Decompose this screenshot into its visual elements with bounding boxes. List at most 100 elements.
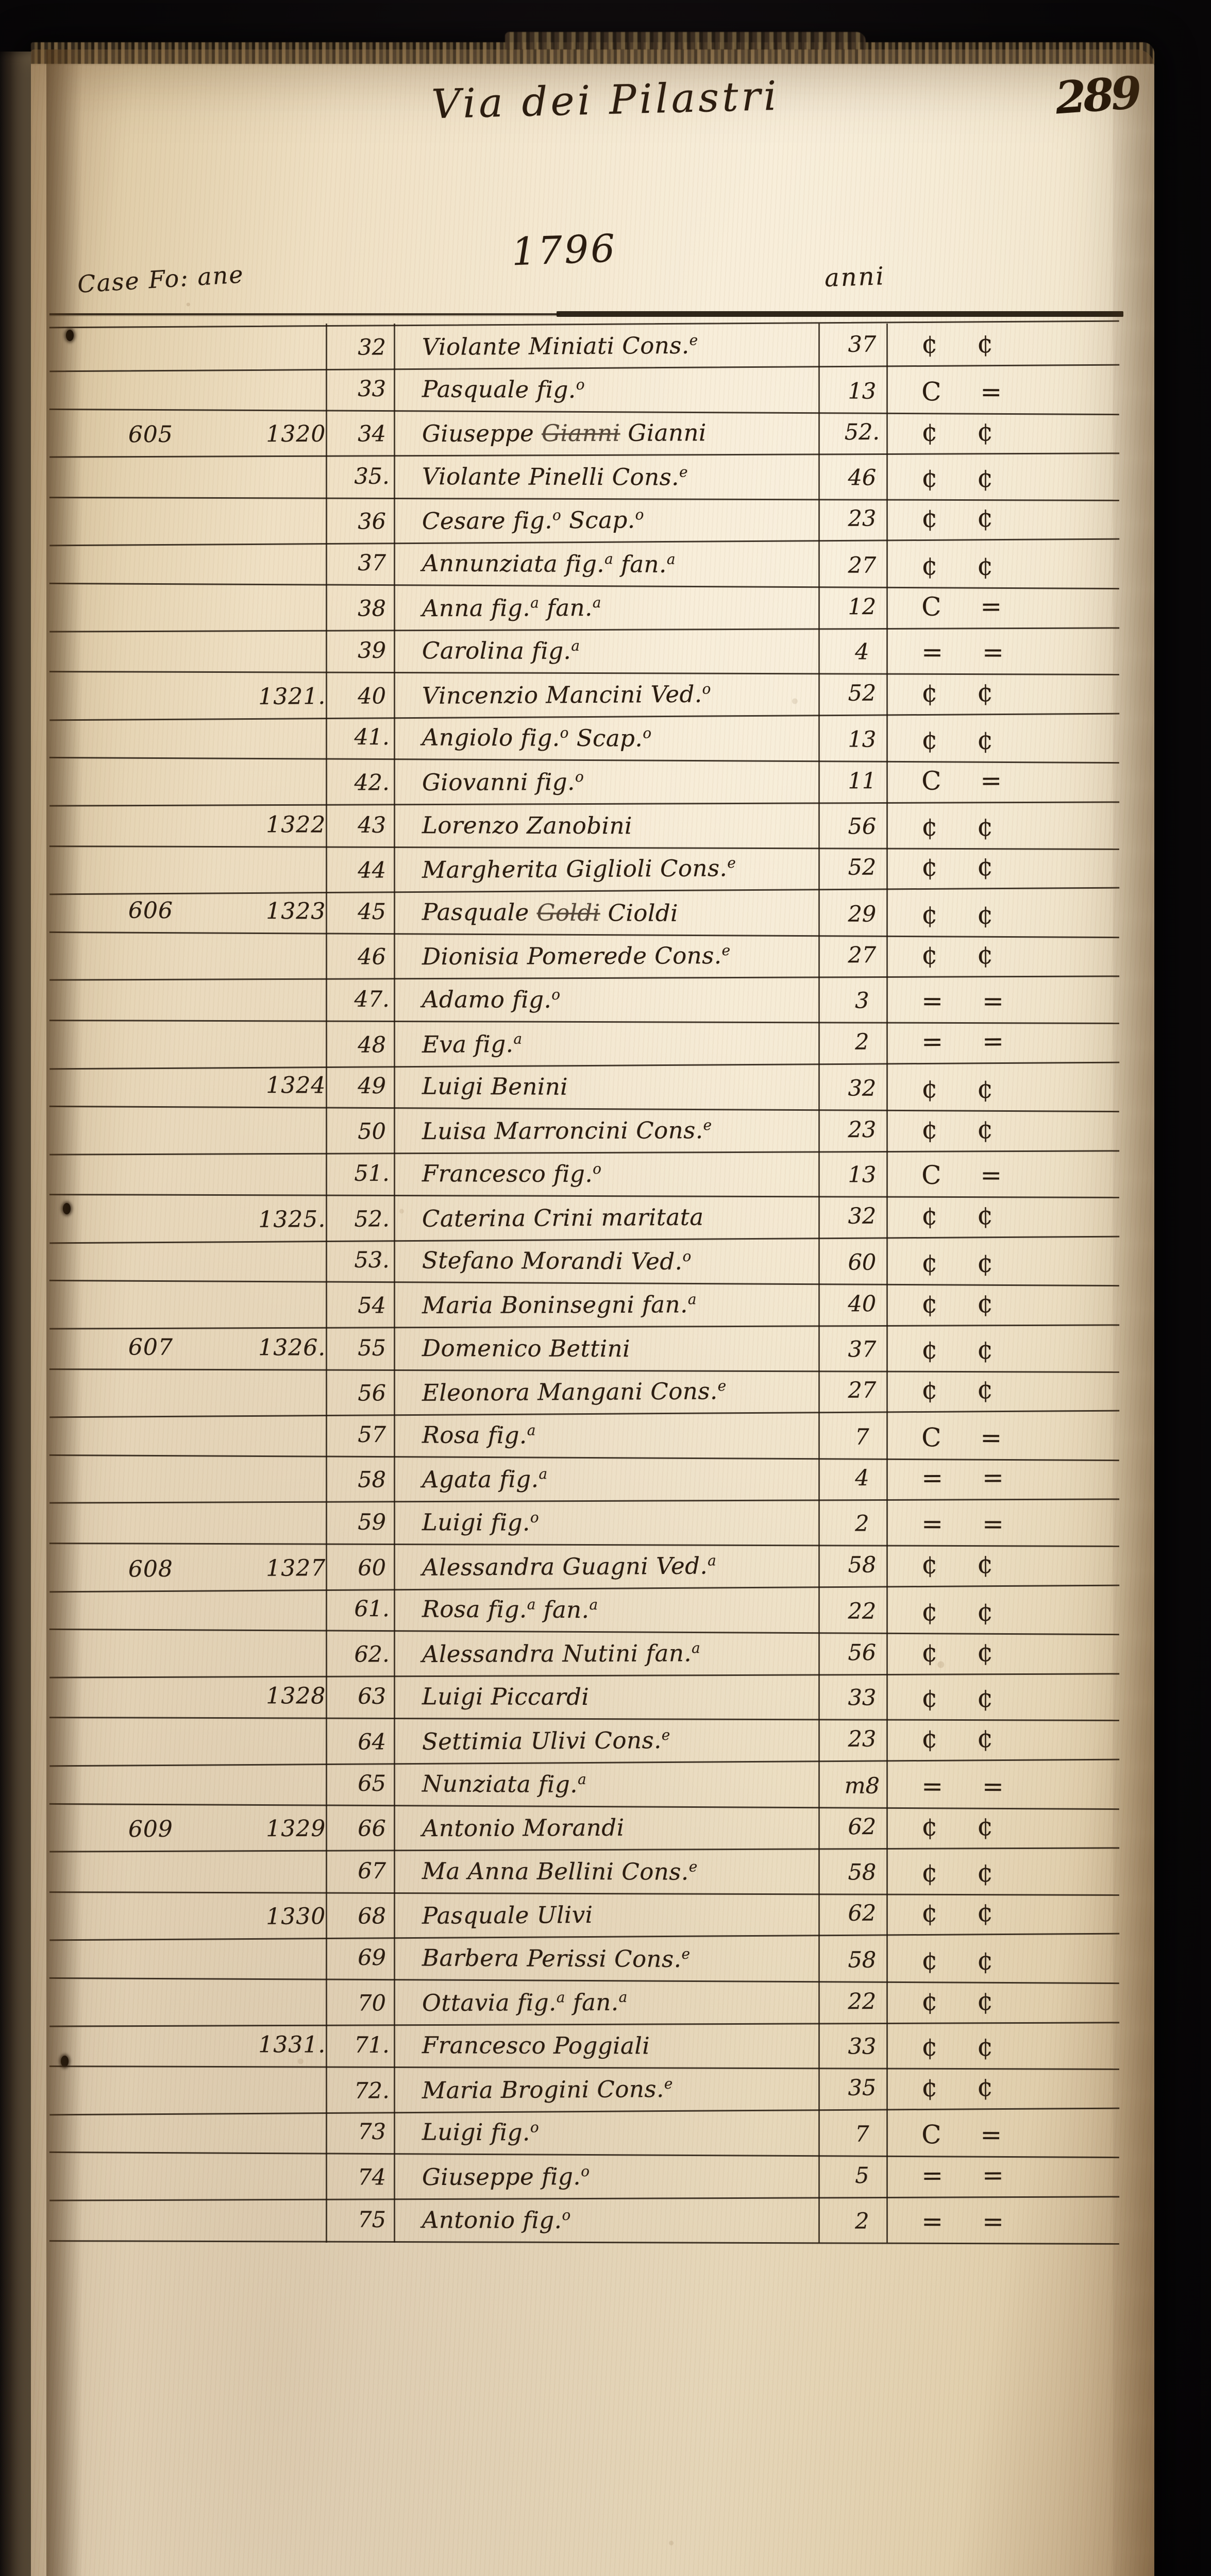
cell-sacrament-marks: C = [921, 376, 1018, 407]
cell-person-name: Giuseppe Gianni Gianni [422, 419, 707, 448]
table-row[interactable]: 35. Violante Pinelli Cons.e 46 ¢ ¢ [49, 454, 1120, 501]
table-row[interactable]: 75 Antonio fig.o 2 = = [49, 2197, 1120, 2245]
cell-case-number: 605 [128, 421, 173, 448]
cell-sacrament-marks: ¢ ¢ [921, 940, 1009, 970]
cell-age: m8 [844, 1772, 880, 1799]
table-row[interactable]: 1325. 52. Caterina Crini maritata 32 ¢ ¢ [49, 1193, 1120, 1244]
cell-sacrament-marks: C = [921, 765, 1018, 796]
table-row[interactable]: 46 Dionisia Pomerede Cons.e 27 ¢ ¢ [49, 933, 1120, 981]
cell-folio-number [184, 1742, 339, 1743]
table-row[interactable]: 74 Giuseppe fig.o 5 = = [49, 2154, 1120, 2201]
cell-case-number: 608 [128, 1555, 174, 1583]
cell-case-number [49, 998, 184, 999]
cell-entry-number: 32 [358, 334, 386, 361]
table-row[interactable]: 44 Margherita Giglioli Cons.e 52 ¢ ¢ [49, 844, 1120, 895]
table-row[interactable]: 67 Ma Anna Bellini Cons.e 58 ¢ ¢ [49, 1849, 1120, 1896]
cell-folio-number: 1327 [266, 1554, 326, 1582]
table-row[interactable]: 73 Luigi fig.o 7 C = [49, 2109, 1120, 2159]
cell-sacrament-marks: = = [921, 2160, 1019, 2191]
table-row[interactable]: 606 1323 45 Pasquale Goldi Cioldi 29 ¢ ¢ [49, 889, 1120, 938]
cell-age: 27 [848, 1377, 877, 1403]
table-row[interactable]: 38 Anna fig.a fan.a 12 C = [49, 584, 1120, 632]
cell-sacrament-marks: ¢ ¢ [921, 1945, 1009, 1976]
cell-age: 29 [848, 901, 877, 927]
table-row[interactable]: 33 Pasquale fig.o 13 C = [49, 366, 1120, 415]
table-row[interactable]: 50 Luisa Marroncini Cons.e 23 ¢ ¢ [49, 1108, 1120, 1155]
cell-sacrament-marks: ¢ ¢ [921, 1375, 1009, 1405]
table-row[interactable]: 607 1326. 55 Domenico Bettini 37 ¢ ¢ [49, 1326, 1120, 1373]
cell-age: 5 [855, 2162, 869, 2189]
cell-entry-number: 66 [358, 1816, 386, 1842]
cell-entry-number: 43 [358, 812, 386, 838]
table-row[interactable]: 32 Violante Miniati Cons.e 37 ¢ ¢ [49, 320, 1120, 372]
cell-entry-number: 51. [354, 1160, 390, 1187]
table-row[interactable]: 1324 49 Luigi Benini 32 ¢ ¢ [49, 1063, 1120, 1112]
cell-folio-number: 1321. [258, 683, 326, 710]
table-row[interactable]: 56 Eleonora Mangani Cons.e 27 ¢ ¢ [49, 1367, 1120, 1418]
cell-folio-number [184, 522, 339, 523]
cell-person-name: Pasquale Ulivi [422, 1901, 593, 1930]
table-row[interactable]: 70 Ottavia fig.a fan.a 22 ¢ ¢ [49, 1979, 1120, 2027]
table-row[interactable]: 72. Maria Brogini Cons.e 35 ¢ ¢ [49, 2065, 1120, 2115]
table-row[interactable]: 51. Francesco fig.o 13 C = [49, 1151, 1120, 1198]
torn-top-edge-secondary [505, 32, 866, 49]
table-row[interactable]: 608 1327 60 Alessandra Guagni Ved.a 58 ¢ ¢ [49, 1542, 1120, 1592]
cell-folio-number [184, 608, 339, 609]
cell-folio-number [184, 1480, 339, 1481]
cell-age: 27 [848, 942, 877, 969]
table-row[interactable]: 1330 68 Pasquale Ulivi 62 ¢ ¢ [49, 1891, 1120, 1941]
cell-case-number [49, 1220, 184, 1221]
table-row[interactable]: 42. Giovanni fig.o 11 C = [49, 759, 1120, 807]
cell-folio-number [184, 1131, 339, 1132]
cell-person-name: Margherita Giglioli Cons.e [422, 854, 736, 884]
cell-person-name: Anna fig.a fan.a [422, 594, 602, 622]
cell-age: 2 [855, 1511, 869, 1537]
table-row[interactable]: 61. Rosa fig.a fan.a 22 ¢ ¢ [49, 1586, 1120, 1635]
table-row[interactable]: 1331. 71. Francesco Poggiali 33 ¢ ¢ [49, 2023, 1120, 2070]
table-row[interactable]: 39 Carolina fig.a 4 = = [49, 629, 1120, 675]
table-row[interactable]: 64 Settimia Ulivi Cons.e 23 ¢ ¢ [49, 1716, 1120, 1767]
table-row[interactable]: 1328 63 Luigi Piccardi 33 ¢ ¢ [49, 1674, 1120, 1721]
table-row[interactable]: 59 Luigi fig.o 2 = = [49, 1500, 1120, 1547]
table-row[interactable]: 41. Angiolo fig.o Scap.o 13 ¢ ¢ [49, 715, 1120, 764]
table-row[interactable]: 62. Alessandra Nutini fan.a 56 ¢ ¢ [49, 1631, 1120, 1679]
cell-person-name: Luigi fig.o [422, 2119, 540, 2147]
cell-case-number [49, 1956, 184, 1957]
cell-person-name: Maria Boninsegni fan.a [422, 1291, 697, 1319]
table-row[interactable]: 58 Agata fig.a 4 = = [49, 1456, 1120, 1504]
cell-age: 12 [848, 594, 877, 620]
table-row[interactable]: 54 Maria Boninsegni fan.a 40 ¢ ¢ [49, 1282, 1120, 1330]
table-row[interactable]: 53. Stefano Morandi Ved.o 60 ¢ ¢ [49, 1238, 1120, 1287]
cell-age: 32 [848, 1203, 877, 1229]
cell-folio-number: 1324 [266, 1072, 326, 1099]
cell-person-name: Giovanni fig.o [422, 768, 584, 796]
cell-folio-number [184, 871, 339, 872]
cell-folio-number [184, 736, 339, 737]
table-row[interactable]: 65 Nunziata fig.a m8 = = [49, 1760, 1120, 1810]
cell-age: 60 [848, 1249, 877, 1276]
table-row[interactable]: 37 Annunziata fig.a fan.a 27 ¢ ¢ [49, 540, 1120, 589]
cell-entry-number: 48 [358, 1031, 386, 1058]
cell-sacrament-marks: ¢ ¢ [921, 1074, 1009, 1104]
cell-case-number: 609 [128, 1816, 173, 1843]
cell-entry-number: 74 [358, 2164, 386, 2191]
table-row[interactable]: 36 Cesare fig.o Scap.o 23 ¢ ¢ [49, 496, 1120, 547]
cell-sacrament-marks: ¢ ¢ [921, 1857, 1009, 1888]
table-row[interactable]: 609 1329 66 Antonio Morandi 62 ¢ ¢ [49, 1805, 1120, 1853]
table-row[interactable]: 605 1320 34 Giuseppe Gianni Gianni 52. ¢ ¢ [49, 410, 1120, 458]
cell-folio-number [184, 1870, 339, 1871]
cell-person-name: Cesare fig.o Scap.o [422, 506, 644, 535]
table-row[interactable]: 48 Eva fig.a 2 = = [49, 1019, 1120, 1070]
cell-folio-number: 1330 [266, 1903, 326, 1930]
cell-folio-number [184, 2003, 339, 2004]
cell-sacrament-marks: ¢ ¢ [921, 1200, 1009, 1231]
cell-sacrament-marks: ¢ ¢ [921, 1986, 1009, 2016]
cell-entry-number: 46 [358, 944, 386, 970]
table-row[interactable]: 47. Adamo fig.o 3 = = [49, 977, 1120, 1024]
table-row[interactable]: 1321. 40 Vincenzio Mancini Ved.o 52 ¢ ¢ [49, 670, 1120, 721]
table-row[interactable]: 1322 43 Lorenzo Zanobini 56 ¢ ¢ [49, 803, 1120, 850]
table-row[interactable]: 69 Barbera Perissi Cons.e 58 ¢ ¢ [49, 1935, 1120, 1984]
cell-age: 52. [844, 419, 880, 446]
cell-folio-number: 1325. [258, 1206, 326, 1233]
table-row[interactable]: 57 Rosa fig.a 7 C = [49, 1412, 1120, 1461]
